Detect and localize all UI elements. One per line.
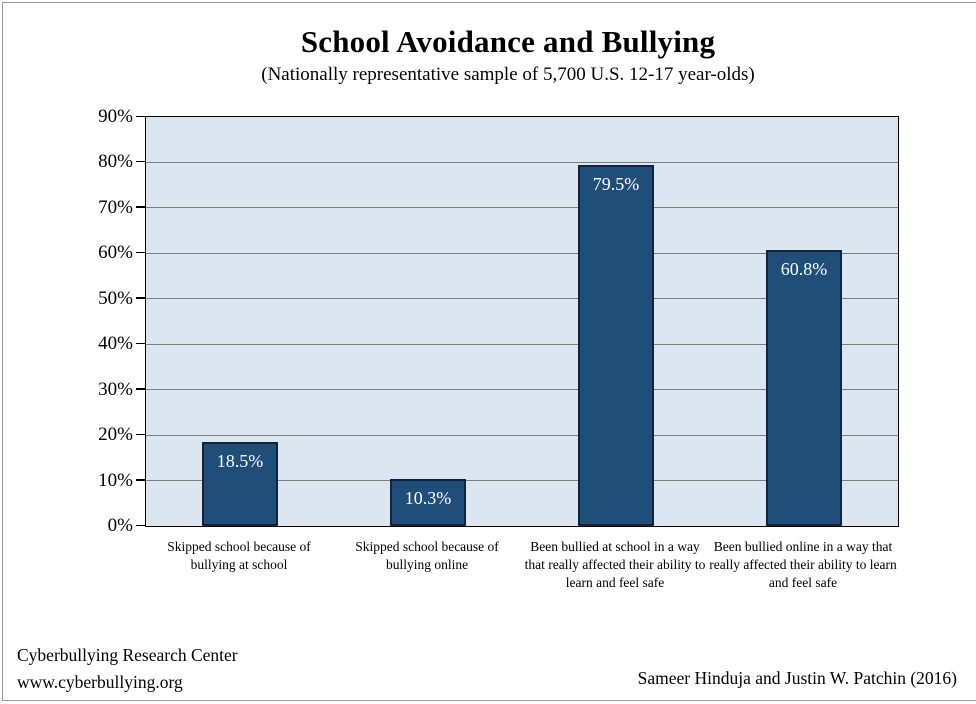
gridline: [146, 207, 898, 209]
gridline: [146, 298, 898, 300]
footer-org-name: Cyberbullying Research Center: [17, 645, 238, 665]
chart-subtitle: (Nationally representative sample of 5,7…: [261, 64, 755, 85]
gridline: [146, 161, 898, 163]
y-tick-label: 10%: [98, 469, 133, 491]
x-category-label: Been bullied at school in a way that rea…: [524, 539, 706, 591]
chart-title: School Avoidance and Bullying: [300, 24, 716, 59]
gridline: [146, 389, 898, 391]
y-tick-mark: [136, 206, 145, 208]
y-tick-label: 20%: [98, 424, 133, 446]
bar: 10.3%: [390, 479, 466, 526]
footer-source: Cyberbullying Research Center www.cyberb…: [17, 642, 238, 696]
y-tick-mark: [136, 342, 145, 345]
gridline: [146, 434, 898, 436]
bar-value-label: 60.8%: [780, 258, 828, 279]
y-tick-label: 30%: [98, 378, 133, 400]
y-tick-mark: [136, 160, 145, 163]
footer-credit: Sameer Hinduja and Justin W. Patchin (20…: [637, 668, 957, 688]
footer-org-url: www.cyberbullying.org: [17, 672, 183, 693]
y-tick-mark: [136, 297, 145, 299]
y-tick-mark: [136, 479, 145, 481]
bar: 60.8%: [766, 249, 842, 526]
y-tick-mark: [136, 115, 145, 117]
plot-area: 18.5% 10.3% 79.5% 60.8%: [145, 116, 899, 527]
x-category-label: Been bullied online in a way that really…: [709, 539, 897, 591]
x-category-label: Skipped school because of bullying at sc…: [167, 539, 311, 573]
y-tick-label: 80%: [98, 151, 133, 173]
y-tick-mark: [136, 433, 145, 436]
gridline: [146, 252, 898, 254]
y-tick-label: 50%: [98, 287, 133, 309]
y-tick-label: 60%: [98, 242, 133, 264]
bar: 79.5%: [578, 164, 654, 526]
bar-value-label: 18.5%: [216, 450, 264, 471]
bar: 18.5%: [202, 441, 278, 526]
y-tick-mark: [136, 251, 145, 254]
y-tick-mark: [136, 388, 145, 390]
gridline: [146, 480, 898, 482]
gridline: [146, 343, 898, 345]
y-tick-label: 0%: [107, 515, 133, 536]
y-tick-label: 40%: [98, 333, 133, 355]
bar-value-label: 79.5%: [592, 173, 640, 194]
y-tick-label: 90%: [98, 106, 133, 127]
x-category-label: Skipped school because of bullying onlin…: [355, 539, 499, 573]
y-tick-label: 70%: [98, 196, 133, 218]
y-tick-mark: [136, 524, 145, 526]
bar-value-label: 10.3%: [404, 488, 452, 509]
